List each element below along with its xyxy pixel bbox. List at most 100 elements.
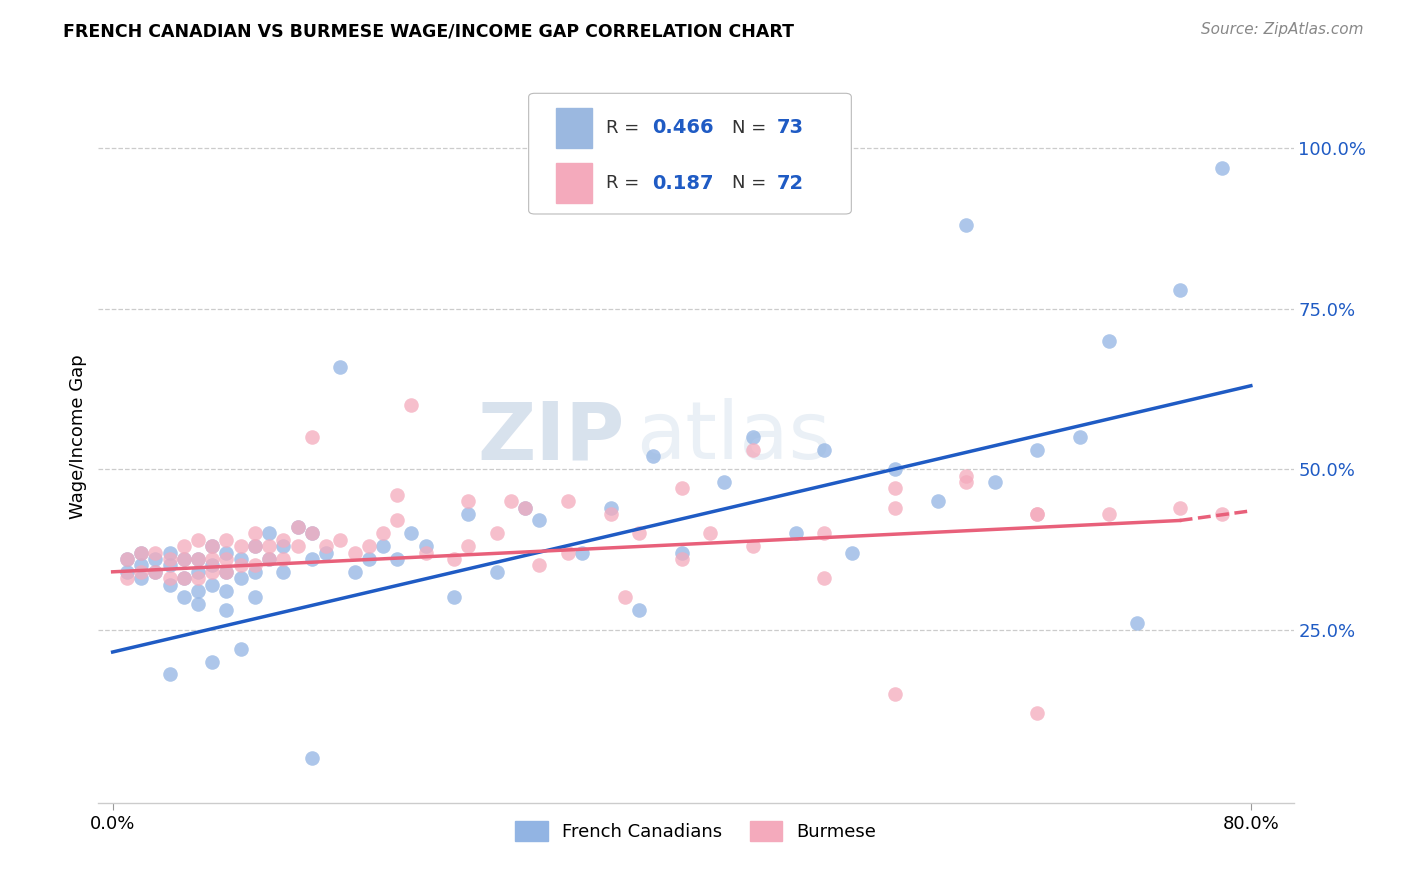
Point — [515, 500, 537, 515]
Text: atlas: atlas — [637, 398, 831, 476]
Point — [329, 359, 352, 374]
Point — [173, 552, 195, 566]
Point — [671, 552, 693, 566]
Point — [671, 545, 693, 559]
Point — [357, 552, 380, 566]
Point — [343, 565, 366, 579]
Point — [1097, 507, 1119, 521]
Point — [115, 552, 138, 566]
Point — [1026, 507, 1049, 521]
Point — [1097, 334, 1119, 348]
Point — [129, 565, 152, 579]
Point — [159, 552, 181, 566]
Point — [159, 558, 181, 573]
Point — [529, 514, 551, 528]
Point — [257, 526, 280, 541]
Point — [884, 482, 907, 496]
Point — [215, 584, 238, 599]
Point — [371, 526, 394, 541]
Point — [257, 552, 280, 566]
Y-axis label: Wage/Income Gap: Wage/Income Gap — [69, 355, 87, 519]
Point — [741, 430, 763, 444]
Point — [229, 539, 252, 553]
Point — [741, 539, 763, 553]
Text: 0.187: 0.187 — [652, 174, 713, 193]
Point — [599, 500, 621, 515]
Point — [401, 526, 423, 541]
Point — [187, 565, 209, 579]
Point — [884, 687, 907, 701]
Point — [129, 545, 152, 559]
Point — [457, 539, 479, 553]
Point — [485, 526, 508, 541]
Point — [301, 526, 323, 541]
Point — [1069, 430, 1091, 444]
Point — [273, 552, 295, 566]
Point — [187, 584, 209, 599]
Text: Source: ZipAtlas.com: Source: ZipAtlas.com — [1201, 22, 1364, 37]
Point — [1026, 442, 1049, 457]
Text: R =: R = — [606, 119, 645, 136]
Point — [143, 565, 166, 579]
Point — [628, 526, 651, 541]
Point — [841, 545, 863, 559]
Point — [273, 533, 295, 547]
Point — [159, 545, 181, 559]
Point — [201, 558, 224, 573]
Point — [215, 565, 238, 579]
Point — [671, 482, 693, 496]
Point — [955, 468, 977, 483]
Point — [243, 539, 266, 553]
Point — [159, 571, 181, 585]
Point — [884, 462, 907, 476]
Point — [713, 475, 735, 489]
Point — [159, 667, 181, 681]
Point — [955, 219, 977, 233]
Point — [201, 577, 224, 591]
Legend: French Canadians, Burmese: French Canadians, Burmese — [508, 814, 884, 848]
Text: N =: N = — [733, 174, 772, 193]
Text: 72: 72 — [778, 174, 804, 193]
Point — [229, 552, 252, 566]
Point — [699, 526, 721, 541]
Point — [215, 565, 238, 579]
Point — [243, 565, 266, 579]
Point — [557, 494, 579, 508]
Point — [301, 526, 323, 541]
Point — [371, 539, 394, 553]
Point — [129, 545, 152, 559]
Point — [129, 558, 152, 573]
Point — [143, 552, 166, 566]
Point — [741, 442, 763, 457]
Point — [1211, 161, 1233, 175]
Point — [115, 571, 138, 585]
Point — [143, 545, 166, 559]
Point — [243, 591, 266, 605]
Point — [287, 520, 309, 534]
Point — [329, 533, 352, 547]
Point — [571, 545, 593, 559]
Point — [301, 751, 323, 765]
Point — [215, 533, 238, 547]
Point — [385, 514, 409, 528]
Point — [927, 494, 949, 508]
Point — [187, 552, 209, 566]
Point — [315, 545, 337, 559]
Point — [229, 571, 252, 585]
Point — [884, 500, 907, 515]
Point — [301, 552, 323, 566]
Point — [1168, 500, 1191, 515]
Point — [457, 507, 479, 521]
Point — [257, 552, 280, 566]
Text: ZIP: ZIP — [477, 398, 624, 476]
Point — [229, 558, 252, 573]
Point — [173, 571, 195, 585]
Point — [215, 545, 238, 559]
Point — [301, 430, 323, 444]
FancyBboxPatch shape — [529, 94, 852, 214]
Point — [457, 494, 479, 508]
Point — [201, 565, 224, 579]
Point — [315, 539, 337, 553]
Point — [159, 577, 181, 591]
Point — [173, 552, 195, 566]
